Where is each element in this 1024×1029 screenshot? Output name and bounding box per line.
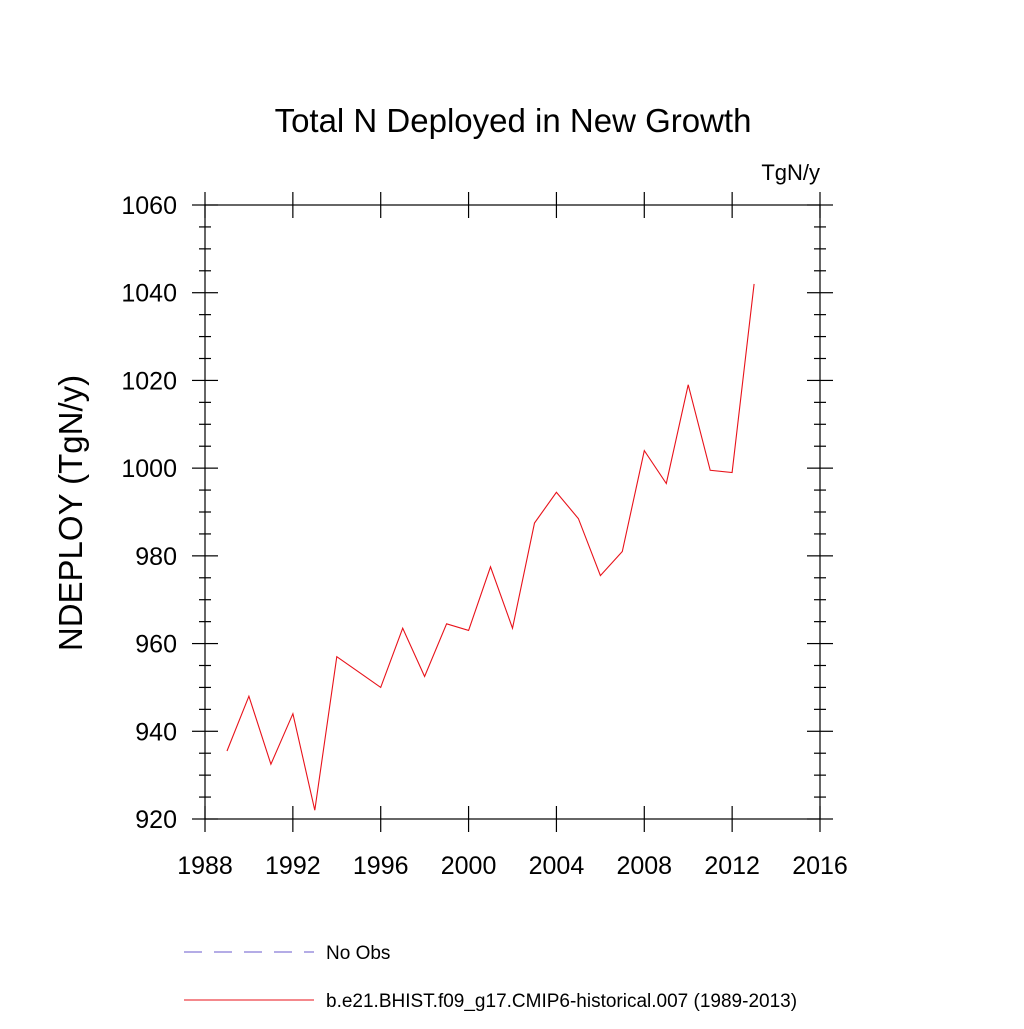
y-tick-label: 940 (135, 718, 177, 746)
x-tick-label: 2000 (441, 852, 497, 880)
y-tick-label: 1000 (121, 455, 177, 483)
x-tick-label: 2016 (792, 852, 848, 880)
units-label: TgN/y (761, 160, 820, 185)
plot-area: 1988 1992 1996 2000 2004 2008 2012 2016 920 940 96… (121, 192, 848, 880)
series-line-1 (226, 283, 755, 811)
y-axis-label: NDEPLOY (TgN/y) (52, 375, 89, 651)
y-tick-label: 1060 (121, 192, 177, 220)
x-tick-label: 2012 (704, 852, 760, 880)
x-tick-label: 1988 (177, 852, 233, 880)
x-tick-label: 1996 (353, 852, 409, 880)
plot-frame (204, 204, 821, 820)
y-tick-label: 980 (135, 543, 177, 571)
legend-label-1: b.e21.BHIST.f09_g17.CMIP6-historical.007… (326, 991, 797, 1012)
x-tick-label: 2004 (529, 852, 585, 880)
x-tick-label: 1992 (265, 852, 321, 880)
chart-title: Total N Deployed in New Growth (275, 102, 752, 139)
legend-label-0: No Obs (326, 943, 390, 964)
y-tick-label: 960 (135, 631, 177, 659)
legend: No Obs b.e21.BHIST.f09_g17.CMIP6-historic… (184, 943, 797, 1012)
y-tick-label: 1040 (121, 280, 177, 308)
x-tick-label: 2008 (616, 852, 672, 880)
y-tick-label: 1020 (121, 367, 177, 395)
y-tick-label: 920 (135, 806, 177, 834)
